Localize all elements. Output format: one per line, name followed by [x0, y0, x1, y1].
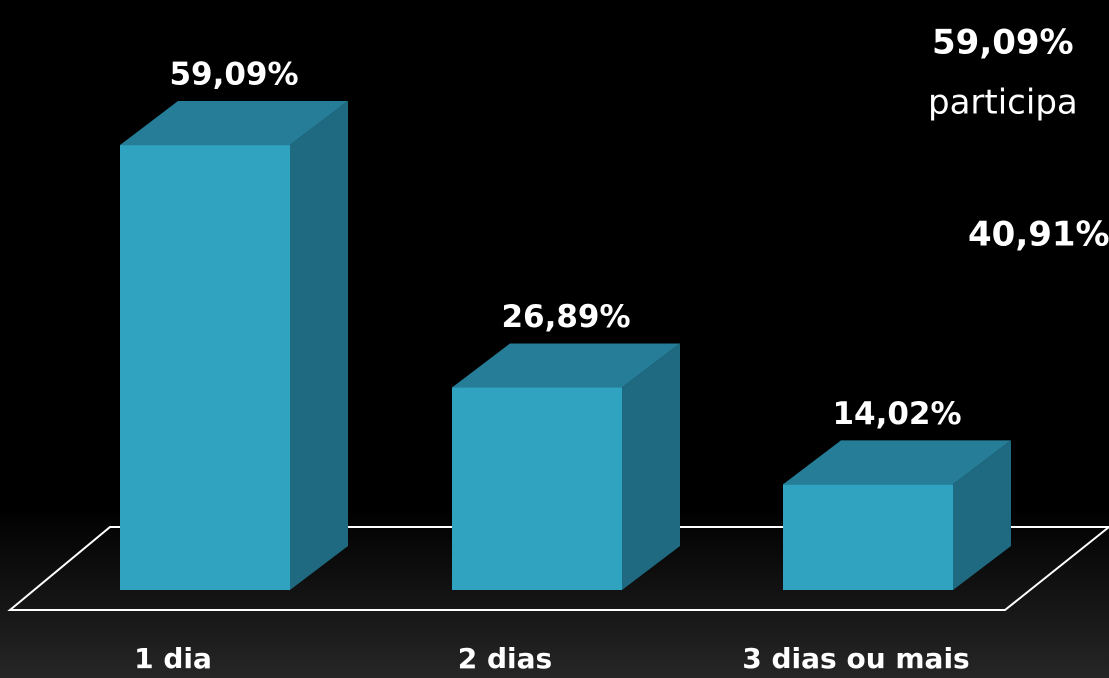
bar-side: [290, 101, 348, 590]
bar: [120, 145, 290, 590]
bar-top: [120, 101, 348, 146]
x-tick-label: 3 dias ou mais: [742, 642, 969, 675]
data-label: 26,89%: [501, 299, 630, 335]
bar-side: [953, 440, 1011, 590]
bar: [452, 387, 622, 590]
annotation: 40,91%: [968, 215, 1109, 255]
data-label: 59,09%: [169, 57, 298, 93]
floor: [7, 526, 1109, 611]
annotation: participa: [928, 83, 1078, 123]
annotation: 59,09%: [932, 23, 1074, 63]
bar: [783, 484, 953, 590]
x-tick-label: 1 dia: [134, 642, 212, 675]
bar-side: [622, 343, 680, 590]
data-label: 14,02%: [832, 396, 961, 432]
x-tick-label: 2 dias: [458, 642, 552, 675]
bar-top: [783, 440, 1011, 485]
bar-top: [452, 343, 680, 388]
